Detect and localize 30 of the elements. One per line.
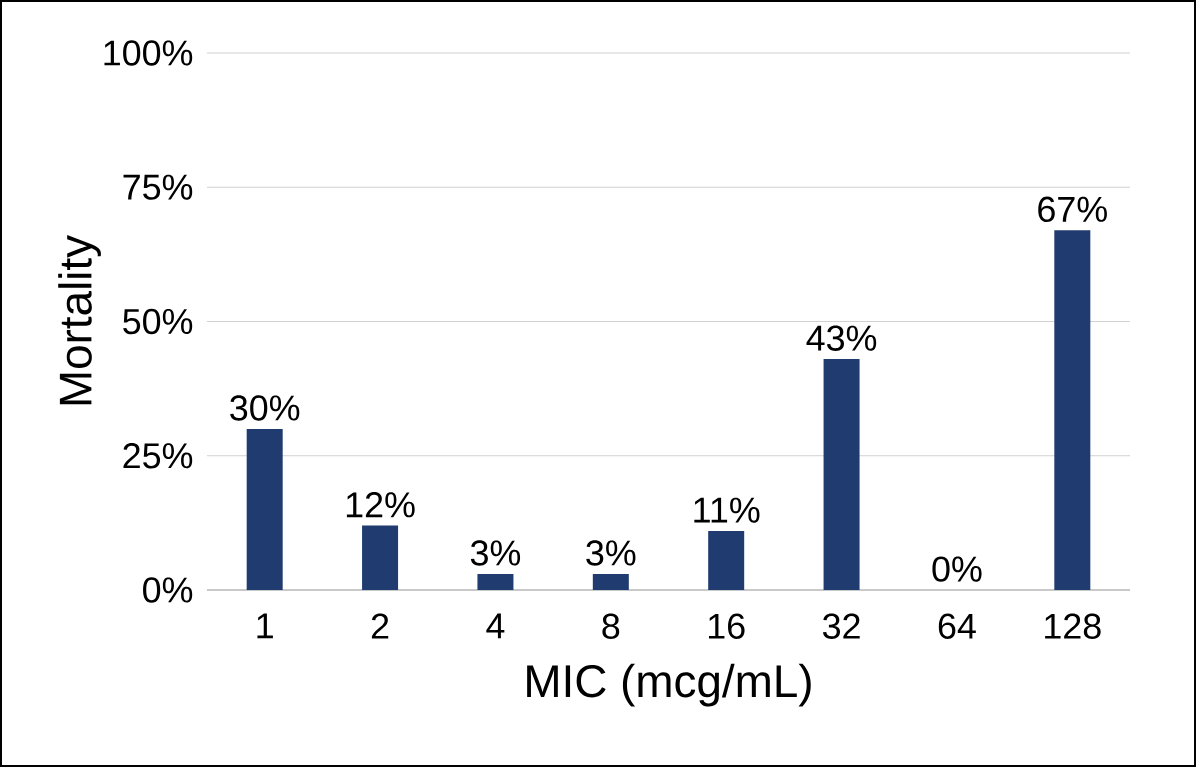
bar [708, 530, 745, 590]
x-tick-label: 4 [486, 613, 505, 639]
data-label: 11% [694, 497, 760, 523]
y-tick-label: 25% [123, 443, 193, 469]
x-tick-label: 8 [602, 613, 620, 639]
x-tick-label: 64 [938, 613, 976, 639]
data-label: 12% [346, 492, 415, 518]
data-label: 43% [806, 325, 877, 351]
bar [246, 428, 283, 590]
x-tick-label: 1 [257, 613, 273, 639]
x-tick-label: 16 [708, 613, 745, 639]
data-label: 3% [586, 540, 636, 566]
y-tick-label: 50% [123, 308, 193, 335]
y-tick-label: 100% [104, 40, 193, 66]
data-label: 30% [230, 395, 300, 421]
y-tick-label: 75% [123, 174, 193, 200]
x-tick-label: 32 [822, 613, 860, 639]
x-tick-label: 2 [371, 613, 389, 639]
data-label: 67% [1038, 196, 1107, 222]
bar [592, 573, 629, 590]
y-tick-label: 0% [143, 577, 193, 603]
data-label: 3% [470, 540, 521, 566]
bar [362, 525, 399, 590]
y-axis-title: Mortality [58, 235, 101, 405]
x-axis-title: MIC (mcg/mL) [527, 663, 811, 707]
x-tick-label: 128 [1045, 613, 1101, 639]
bar [823, 359, 860, 590]
data-label: 0% [932, 556, 982, 582]
bar [477, 573, 514, 590]
bar [1054, 230, 1091, 590]
